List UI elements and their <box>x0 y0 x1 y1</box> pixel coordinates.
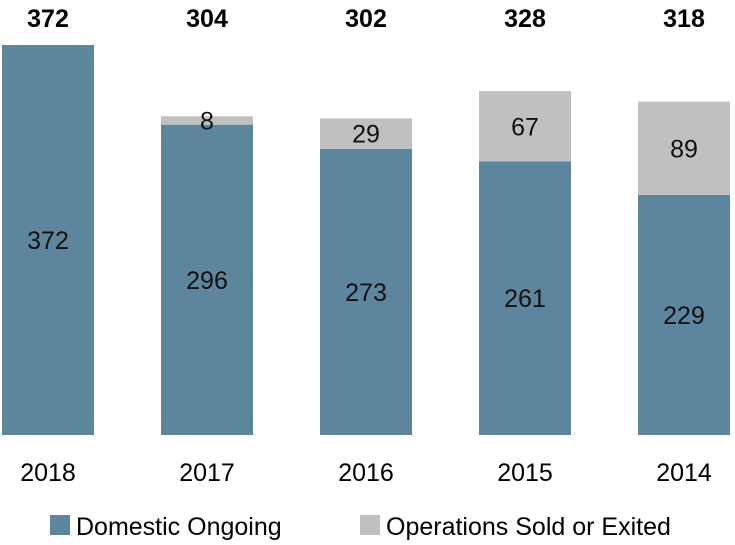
segment-label-2014-series-1: 89 <box>670 135 698 163</box>
segment-labels-group: 372 296 8 273 29 261 67 229 89 <box>27 107 705 329</box>
total-labels-group: 372 304 302 328 318 <box>27 5 705 33</box>
bar-2016-series-1 <box>320 118 412 149</box>
bar-2017-series-0 <box>161 124 253 435</box>
category-label-2015: 2015 <box>497 459 553 487</box>
segment-label-2017-series-0: 296 <box>186 267 228 295</box>
total-label-2017: 304 <box>186 5 228 33</box>
bars-group <box>2 45 730 435</box>
bar-2014-series-0 <box>638 194 730 435</box>
bar-2018-series-0 <box>2 45 94 435</box>
category-label-2018: 2018 <box>20 459 76 487</box>
category-labels-group: 2018 2017 2016 2015 2014 <box>20 459 712 487</box>
segment-label-2015-series-0: 261 <box>504 285 546 313</box>
total-label-2018: 372 <box>27 5 69 33</box>
total-label-2016: 302 <box>345 5 387 33</box>
segment-label-2018-series-0: 372 <box>27 227 69 255</box>
legend-label-domestic-ongoing: Domestic Ongoing <box>76 513 282 541</box>
segment-label-2016-series-0: 273 <box>345 279 387 307</box>
category-label-2017: 2017 <box>179 459 235 487</box>
bar-2016-series-0 <box>320 148 412 435</box>
category-label-2016: 2016 <box>338 459 394 487</box>
bar-2015-series-0 <box>479 161 571 435</box>
legend-label-operations-sold-or-exited: Operations Sold or Exited <box>386 513 671 541</box>
bar-2014-series-1 <box>638 101 730 195</box>
segment-label-2015-series-1: 67 <box>511 113 539 141</box>
total-label-2015: 328 <box>504 5 546 33</box>
bar-2015-series-1 <box>479 91 571 162</box>
bar-2017-series-1 <box>161 116 253 125</box>
legend-swatch-domestic-ongoing <box>50 515 70 535</box>
segment-label-2016-series-1: 29 <box>352 121 380 149</box>
legend-swatch-operations-sold-or-exited <box>360 515 380 535</box>
category-label-2014: 2014 <box>656 459 712 487</box>
total-label-2014: 318 <box>663 5 705 33</box>
segment-label-2017-series-1: 8 <box>200 107 214 135</box>
legend: Domestic Ongoing Operations Sold or Exit… <box>50 513 671 541</box>
segment-label-2014-series-0: 229 <box>663 302 705 330</box>
